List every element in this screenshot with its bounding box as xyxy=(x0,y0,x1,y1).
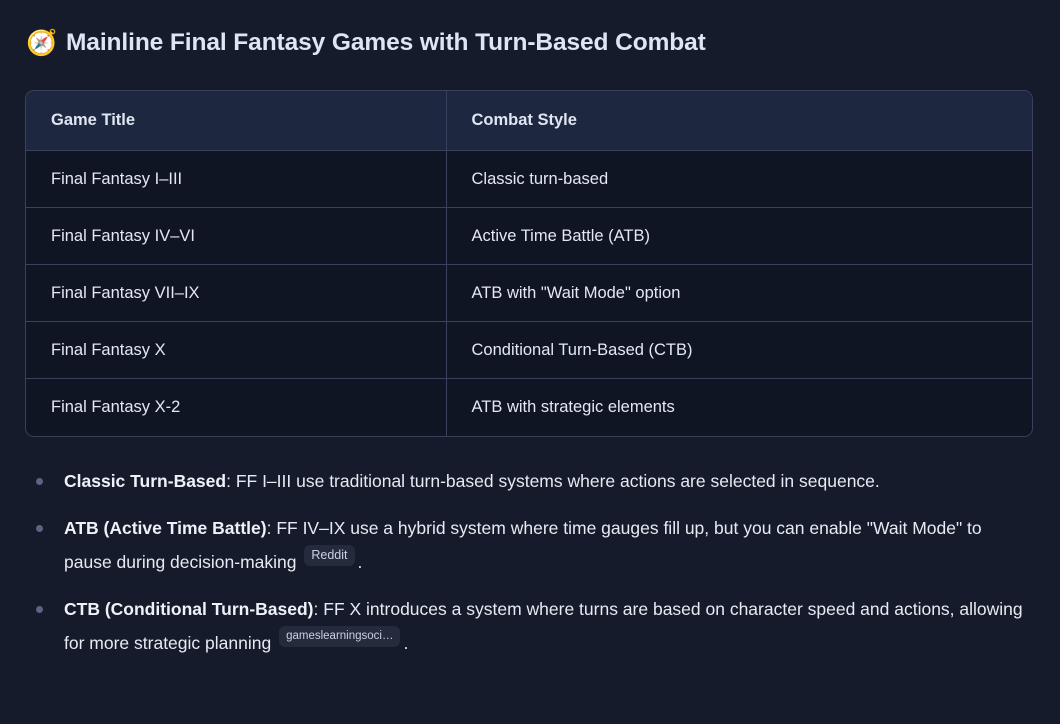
cell-combat-style: Conditional Turn-Based (CTB) xyxy=(446,321,1032,379)
table-row: Final Fantasy VII–IX ATB with "Wait Mode… xyxy=(26,264,1032,322)
citation-chip-gameslearningsociety[interactable]: gameslearningsoci… xyxy=(279,625,401,647)
page-title-text: Mainline Final Fantasy Games with Turn-B… xyxy=(66,29,706,56)
note-term: Classic Turn-Based xyxy=(64,470,227,491)
column-header-game-title: Game Title xyxy=(26,91,447,151)
cell-game-title: Final Fantasy I–III xyxy=(26,150,447,208)
note-term: ATB (Active Time Battle) xyxy=(64,517,267,538)
table-header-row: Game Title Combat Style xyxy=(26,91,1032,151)
note-body: FF I–III use traditional turn-based syst… xyxy=(235,470,880,491)
combat-style-table: Game Title Combat Style Final Fantasy I–… xyxy=(25,90,1033,437)
table-row: Final Fantasy X Conditional Turn-Based (… xyxy=(26,321,1032,379)
note-body: FF IV–IX use a hybrid system where time … xyxy=(64,517,982,572)
bullet-dot-icon xyxy=(26,465,64,498)
note-text: Classic Turn-Based: FF I–III use traditi… xyxy=(64,465,1026,498)
bullet-dot-icon xyxy=(26,593,64,626)
cell-combat-style: Active Time Battle (ATB) xyxy=(446,207,1032,265)
cell-game-title: Final Fantasy IV–VI xyxy=(26,207,447,265)
table-row: Final Fantasy X-2 ATB with strategic ele… xyxy=(26,378,1032,436)
list-item: CTB (Conditional Turn-Based): FF X intro… xyxy=(26,593,1034,660)
cell-combat-style: Classic turn-based xyxy=(446,150,1032,208)
note-separator: : xyxy=(313,598,324,619)
table-row: Final Fantasy I–III Classic turn-based xyxy=(26,150,1032,208)
note-body: FF X introduces a system where turns are… xyxy=(64,598,1023,653)
note-term: CTB (Conditional Turn-Based) xyxy=(64,598,314,619)
cell-game-title: Final Fantasy X xyxy=(26,321,447,379)
citation-chip-reddit[interactable]: Reddit xyxy=(304,544,355,566)
cell-combat-style: ATB with "Wait Mode" option xyxy=(446,264,1032,322)
table-row: Final Fantasy IV–VI Active Time Battle (… xyxy=(26,207,1032,265)
note-separator: : xyxy=(266,517,277,538)
cell-game-title: Final Fantasy X-2 xyxy=(26,378,447,436)
page-title: 🧭 Mainline Final Fantasy Games with Turn… xyxy=(0,0,1060,68)
compass-icon: 🧭 xyxy=(26,28,58,57)
column-header-combat-style: Combat Style xyxy=(446,91,1032,151)
note-body-after: . xyxy=(357,551,363,572)
cell-game-title: Final Fantasy VII–IX xyxy=(26,264,447,322)
note-separator: : xyxy=(226,470,236,491)
list-item: Classic Turn-Based: FF I–III use traditi… xyxy=(26,465,1034,498)
notes-list: Classic Turn-Based: FF I–III use traditi… xyxy=(26,465,1034,660)
note-body-after: . xyxy=(403,632,409,653)
list-item: ATB (Active Time Battle): FF IV–IX use a… xyxy=(26,512,1034,579)
note-text: CTB (Conditional Turn-Based): FF X intro… xyxy=(64,593,1026,660)
cell-combat-style: ATB with strategic elements xyxy=(446,378,1032,436)
bullet-dot-icon xyxy=(26,512,64,545)
note-text: ATB (Active Time Battle): FF IV–IX use a… xyxy=(64,512,1026,579)
